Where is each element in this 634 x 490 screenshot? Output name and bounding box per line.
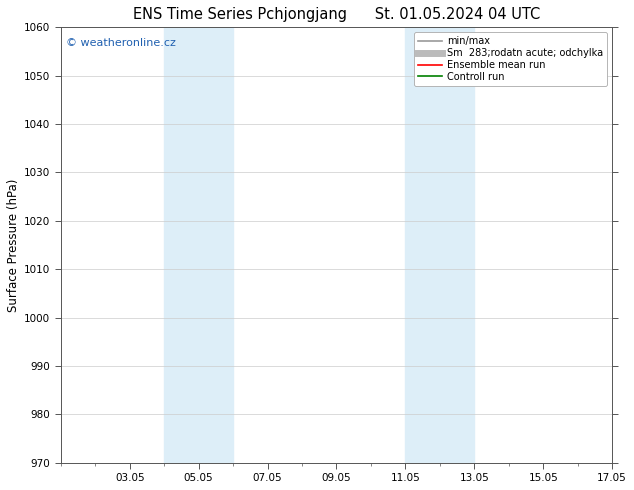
Bar <box>405 27 474 463</box>
Y-axis label: Surface Pressure (hPa): Surface Pressure (hPa) <box>7 178 20 312</box>
Text: © weatheronline.cz: © weatheronline.cz <box>67 38 176 48</box>
Bar <box>164 27 233 463</box>
Legend: min/max, Sm  283;rodatn acute; odchylka, Ensemble mean run, Controll run: min/max, Sm 283;rodatn acute; odchylka, … <box>414 32 607 86</box>
Title: ENS Time Series Pchjongjang      St. 01.05.2024 04 UTC: ENS Time Series Pchjongjang St. 01.05.20… <box>133 7 540 22</box>
